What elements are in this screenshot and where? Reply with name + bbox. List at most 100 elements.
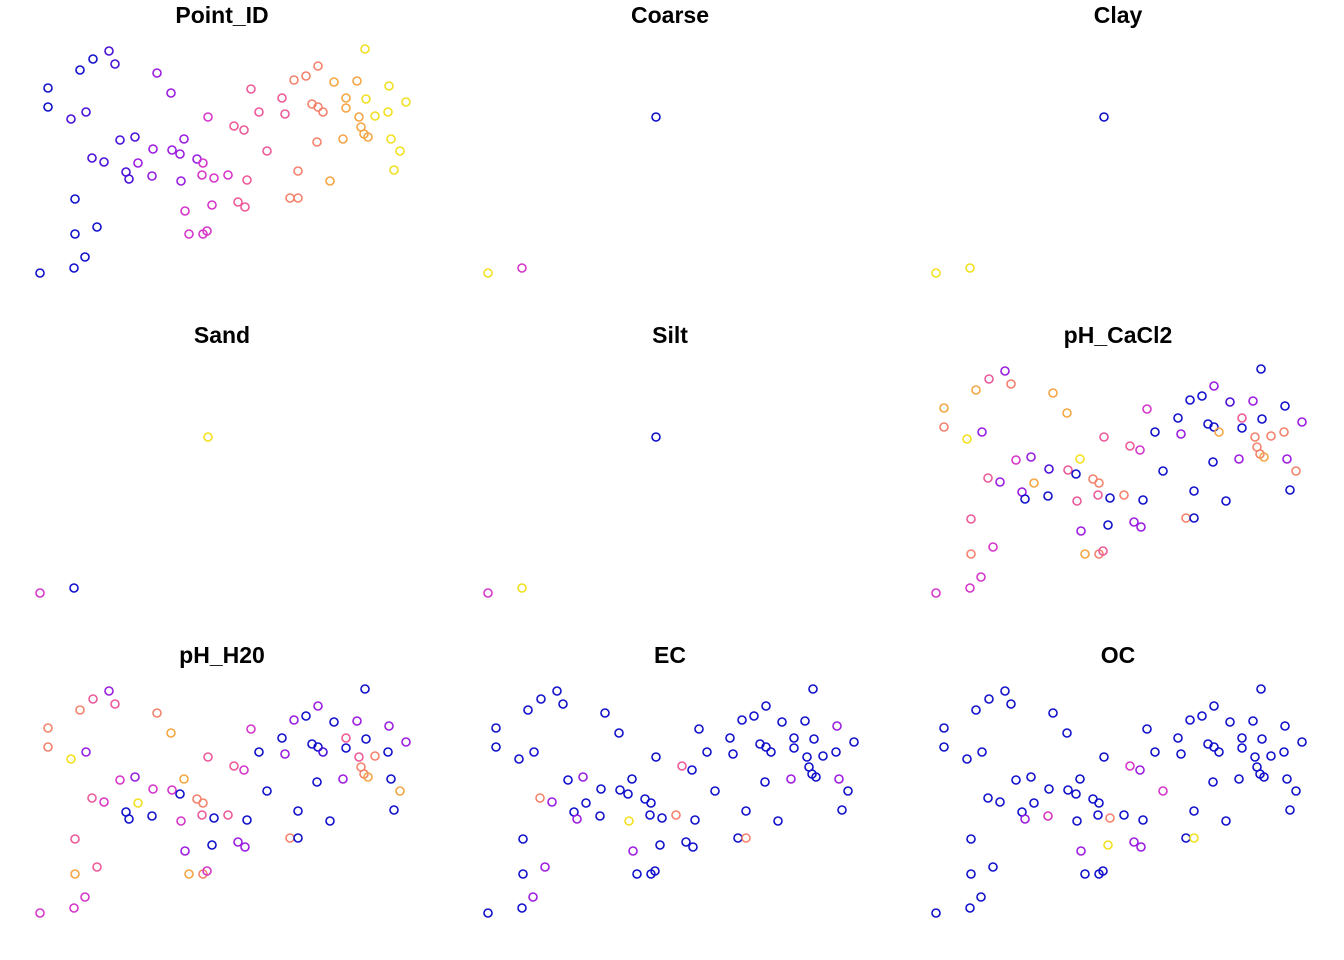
point — [167, 785, 177, 795]
point — [197, 170, 207, 180]
point — [1209, 742, 1219, 752]
point — [1221, 496, 1231, 506]
point — [1279, 427, 1289, 437]
point — [1071, 469, 1081, 479]
point — [1011, 775, 1021, 785]
point — [809, 734, 819, 744]
point — [389, 165, 399, 175]
point — [995, 477, 1005, 487]
point — [623, 789, 633, 799]
point — [1285, 485, 1295, 495]
point — [1291, 466, 1301, 476]
point — [203, 112, 213, 122]
point — [1072, 496, 1082, 506]
point — [198, 158, 208, 168]
point — [1173, 413, 1183, 423]
point — [240, 842, 250, 852]
point — [70, 834, 80, 844]
point — [1093, 490, 1103, 500]
panel-title: pH_H20 — [179, 642, 265, 668]
point — [988, 542, 998, 552]
point — [808, 684, 818, 694]
point — [1185, 395, 1195, 405]
point — [1150, 427, 1160, 437]
point — [1282, 774, 1292, 784]
point — [811, 772, 821, 782]
point — [849, 737, 859, 747]
point — [354, 112, 364, 122]
point — [104, 46, 114, 56]
point — [600, 708, 610, 718]
point — [523, 705, 533, 715]
point — [285, 193, 295, 203]
point — [313, 102, 323, 112]
point — [43, 723, 53, 733]
point — [1063, 465, 1073, 475]
point — [966, 514, 976, 524]
point — [1048, 708, 1058, 718]
point — [99, 797, 109, 807]
point — [262, 786, 272, 796]
point — [293, 166, 303, 176]
point — [246, 724, 256, 734]
point — [147, 171, 157, 181]
point — [1266, 751, 1276, 761]
point — [148, 144, 158, 154]
point — [325, 816, 335, 826]
point — [1000, 366, 1010, 376]
point — [681, 837, 691, 847]
panel: Point_ID — [35, 2, 411, 278]
point — [301, 71, 311, 81]
point — [1044, 464, 1054, 474]
point — [1099, 752, 1109, 762]
point — [341, 733, 351, 743]
point — [965, 903, 975, 913]
point — [984, 374, 994, 384]
point — [1237, 743, 1247, 753]
point — [1214, 427, 1224, 437]
point — [198, 798, 208, 808]
point — [1266, 431, 1276, 441]
point — [1119, 810, 1129, 820]
point — [966, 549, 976, 559]
point — [386, 134, 396, 144]
point — [595, 811, 605, 821]
point — [1256, 684, 1266, 694]
point — [741, 833, 751, 843]
point — [1029, 478, 1039, 488]
point — [239, 765, 249, 775]
point — [965, 583, 975, 593]
point — [984, 694, 994, 704]
point — [1209, 422, 1219, 432]
point — [552, 686, 562, 696]
point — [352, 76, 362, 86]
point — [1158, 786, 1168, 796]
point — [491, 723, 501, 733]
point — [687, 765, 697, 775]
point — [280, 109, 290, 119]
point — [572, 814, 582, 824]
point — [632, 869, 642, 879]
point — [1136, 842, 1146, 852]
point — [1234, 454, 1244, 464]
point — [690, 815, 700, 825]
panel: EC — [483, 642, 859, 918]
point — [1011, 455, 1021, 465]
point — [749, 711, 759, 721]
point — [725, 733, 735, 743]
point — [628, 846, 638, 856]
point — [517, 263, 527, 273]
point — [536, 694, 546, 704]
point — [179, 134, 189, 144]
panel: Coarse — [483, 2, 709, 278]
point — [1043, 811, 1053, 821]
point — [983, 473, 993, 483]
point — [289, 715, 299, 725]
point — [1176, 749, 1186, 759]
point — [176, 816, 186, 826]
point — [1176, 429, 1186, 439]
point — [766, 747, 776, 757]
point — [677, 761, 687, 771]
point — [233, 837, 243, 847]
